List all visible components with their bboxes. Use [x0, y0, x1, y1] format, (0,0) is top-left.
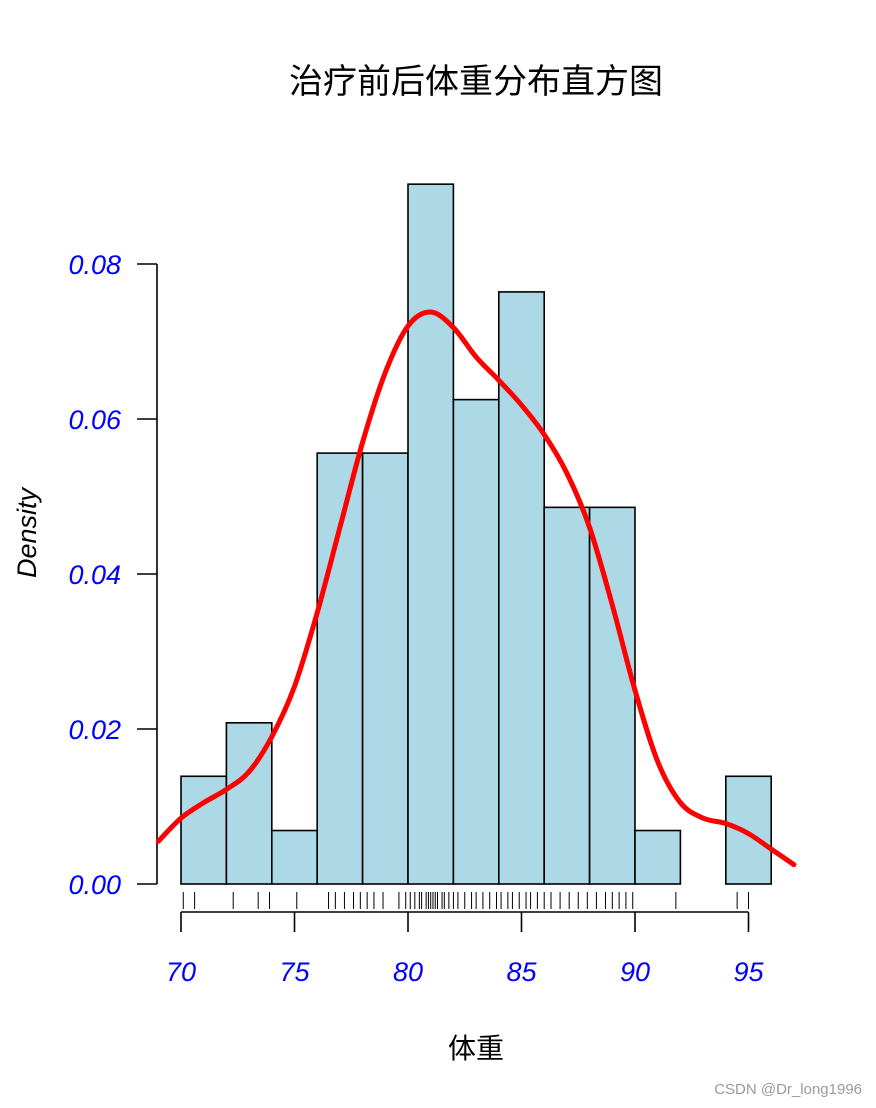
rug-marks: [182, 892, 749, 909]
watermark: CSDN @Dr_long1996: [714, 1081, 862, 1098]
x-tick-label-3: 85: [506, 957, 537, 987]
x-tick-label-1: 75: [279, 957, 310, 987]
histogram-bar-2: [270, 829, 318, 885]
x-axis: 70 75 80 85 90 95: [166, 911, 764, 987]
x-axis-label: 体重: [448, 1032, 504, 1065]
y-tick-label-0: 0.00: [68, 870, 121, 900]
histogram-bar-4: [361, 452, 409, 885]
y-tick-label-2: 0.04: [68, 560, 121, 590]
x-tick-label-0: 70: [166, 957, 196, 987]
y-tick-label-3: 0.06: [68, 405, 122, 435]
histogram-bar-6: [452, 398, 500, 885]
x-tick-label-2: 80: [393, 957, 423, 987]
chart-title: 治疗前后体重分布直方图: [289, 62, 663, 102]
histogram-bar-9: [588, 506, 636, 885]
y-axis-label: Density: [12, 486, 42, 578]
x-tick-label-4: 90: [620, 957, 650, 987]
x-tick-label-5: 95: [733, 957, 764, 987]
y-axis: 0.00 0.02 0.04 0.06 0.08: [68, 250, 158, 900]
histogram-bar-10: [634, 829, 682, 885]
y-tick-label-4: 0.08: [68, 250, 121, 280]
histogram-bar-7: [497, 291, 545, 885]
density-curve: [155, 309, 797, 868]
histogram-bar-8: [543, 506, 591, 885]
histogram-bar-12: [724, 775, 772, 885]
histogram-bar-5: [407, 183, 455, 885]
histogram-bars: [180, 183, 772, 885]
y-tick-label-1: 0.02: [68, 715, 121, 745]
